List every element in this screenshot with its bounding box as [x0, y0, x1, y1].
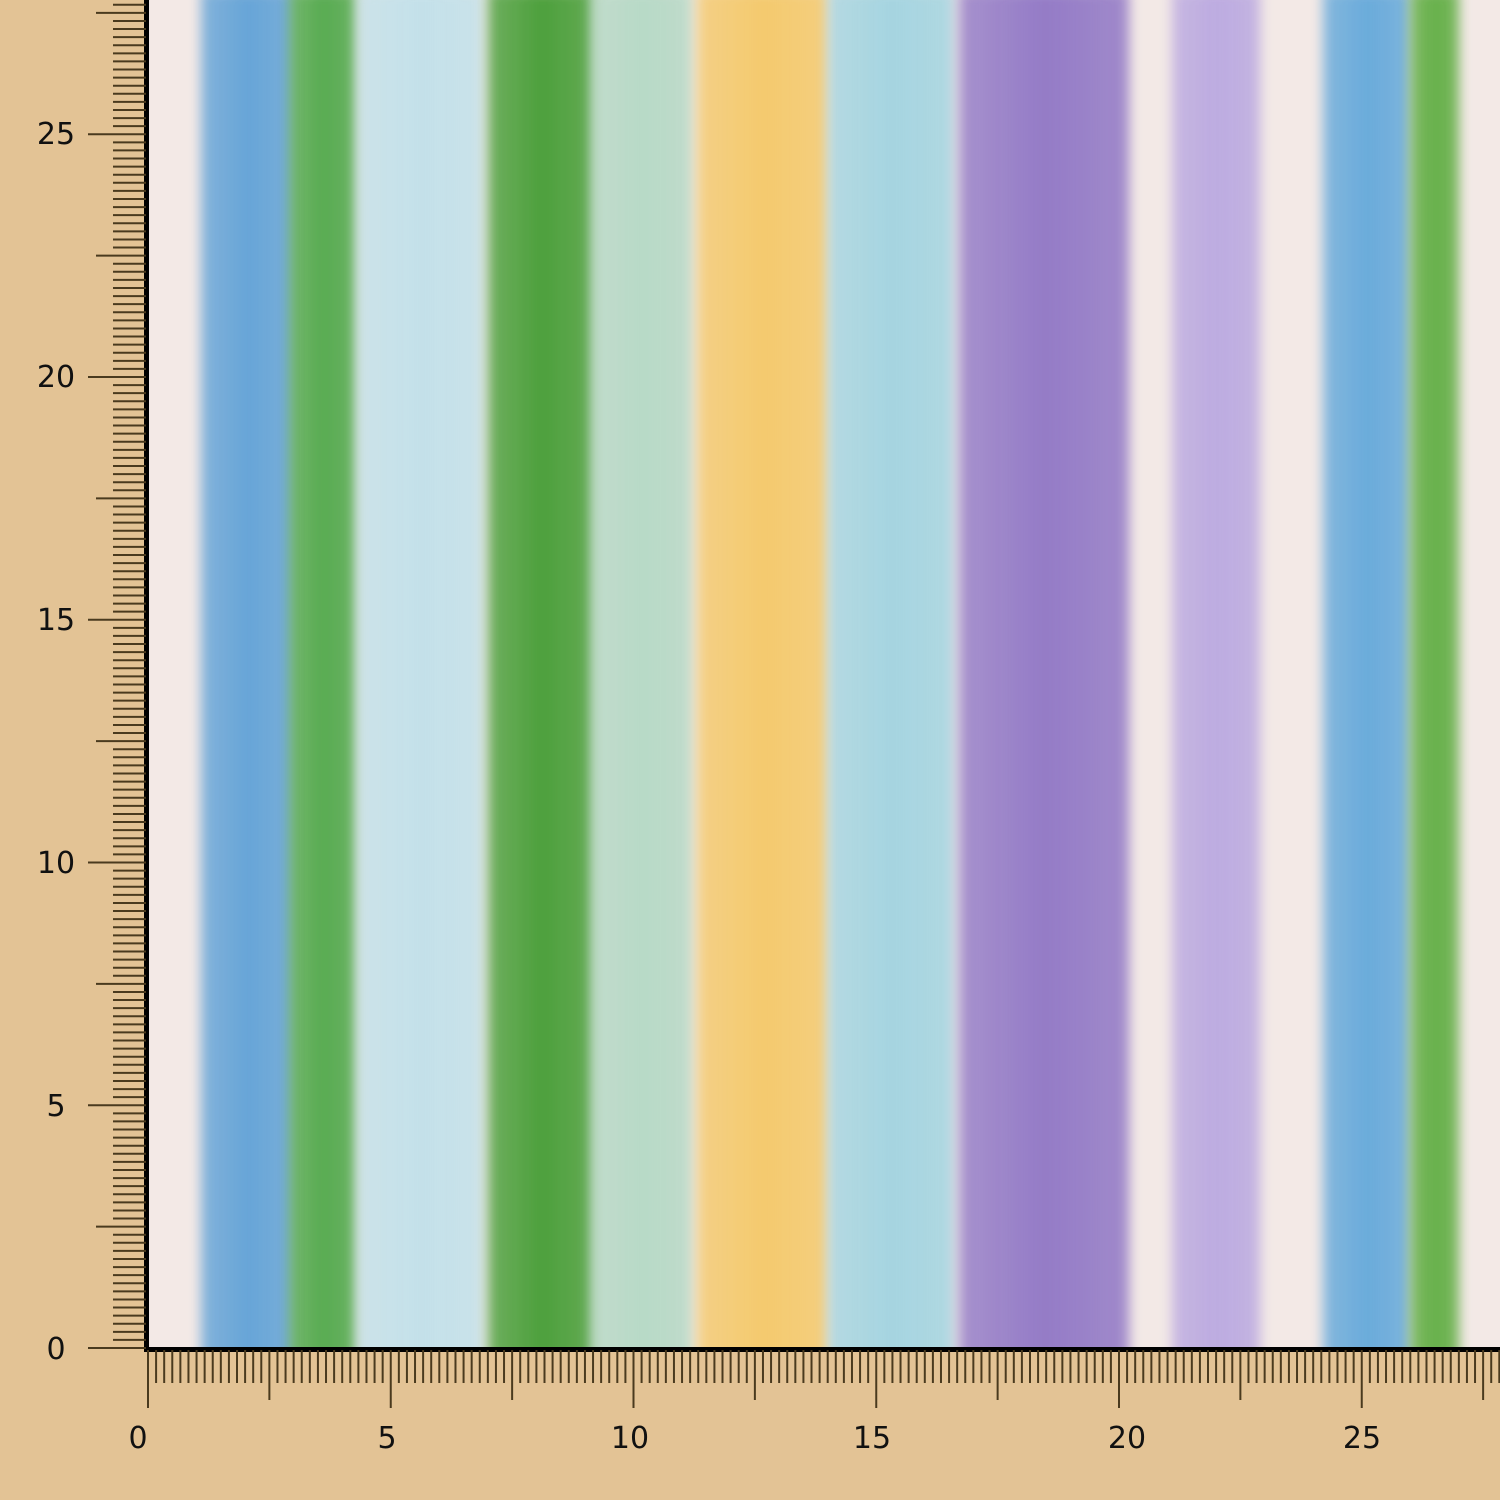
vertical-ruler-label: 5 [46, 1089, 65, 1124]
fabric-stripe [201, 0, 294, 1348]
horizontal-ruler-label: 5 [377, 1421, 396, 1456]
horizontal-ruler-ticks [147, 1350, 1500, 1408]
fabric-swatch-image [148, 0, 1500, 1348]
fabric-stripe [288, 0, 357, 1348]
vertical-ruler-ticks [88, 3, 146, 1349]
vertical-ruler-label: 15 [37, 603, 75, 638]
fabric-stripe [1410, 0, 1459, 1348]
fabric-stripe [1172, 0, 1260, 1348]
horizontal-ruler-label: 10 [611, 1421, 649, 1456]
fabric-stripe [487, 0, 595, 1348]
vertical-ruler-label: 25 [37, 117, 75, 152]
fabric-stripe [1322, 0, 1411, 1348]
vertical-ruler-label: 20 [37, 360, 75, 395]
fabric-stripe [696, 0, 828, 1348]
fabric-stripe [356, 0, 483, 1348]
fabric-stripe [589, 0, 692, 1348]
horizontal-ruler-label: 0 [128, 1421, 147, 1456]
horizontal-ruler-label: 20 [1108, 1421, 1146, 1456]
ruler-border-left [144, 0, 149, 1352]
vertical-ruler-label: 10 [37, 846, 75, 881]
vertical-ruler-label: 0 [46, 1332, 65, 1367]
horizontal-ruler-label: 25 [1343, 1421, 1381, 1456]
horizontal-ruler-label: 15 [853, 1421, 891, 1456]
fabric-stripe [827, 0, 954, 1348]
fabric-stripe [958, 0, 1129, 1348]
ruler-border-bottom [144, 1347, 1500, 1352]
